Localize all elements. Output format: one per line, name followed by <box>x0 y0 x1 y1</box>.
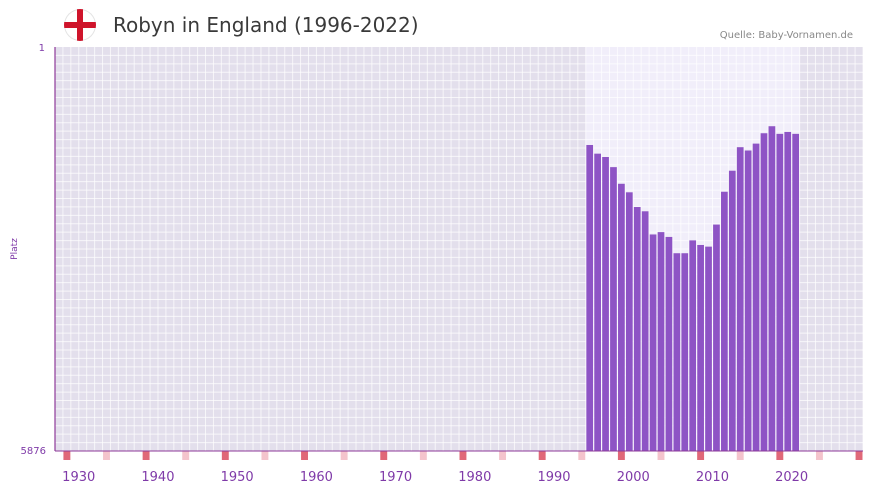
year-marker-1928 <box>63 451 71 460</box>
bar-2003 <box>657 232 665 451</box>
y-tick-label-top: 1 <box>39 43 45 54</box>
bar-1994 <box>586 144 594 451</box>
x-tick-label-2000: 2000 <box>617 470 650 485</box>
bar-2007 <box>689 240 697 451</box>
x-tick-label-1990: 1990 <box>537 470 570 485</box>
bar-2009 <box>705 246 712 451</box>
year-marker-1943 <box>182 451 190 460</box>
bar-2006 <box>681 253 689 451</box>
year-marker-1983 <box>499 451 507 460</box>
bars-group <box>586 126 800 452</box>
bar-2010 <box>713 224 720 451</box>
bar-2013 <box>736 147 744 451</box>
grid-lines <box>55 47 864 451</box>
bar-2008 <box>697 244 704 451</box>
year-marker-1978 <box>459 451 467 460</box>
x-tick-label-1980: 1980 <box>458 470 491 485</box>
flag-cross-vertical <box>77 9 83 41</box>
year-marker-1993 <box>578 451 586 460</box>
source-credit: Quelle: Baby-Vornamen.de <box>719 30 853 41</box>
year-marker-2028 <box>855 451 863 460</box>
x-tick-label-2020: 2020 <box>775 470 808 485</box>
year-marker-1948 <box>221 451 229 460</box>
bar-2017 <box>768 126 776 451</box>
x-tick-label-2010: 2010 <box>696 470 729 485</box>
bar-2002 <box>649 234 657 451</box>
y-axis-label: Platz <box>10 238 20 260</box>
year-marker-1973 <box>419 451 427 460</box>
decade-markers <box>63 451 863 460</box>
x-tick-label-1930: 1930 <box>62 470 95 485</box>
bar-1995 <box>594 153 601 451</box>
bar-2016 <box>760 133 768 451</box>
bar-2019 <box>784 131 792 451</box>
x-tick-label-1970: 1970 <box>379 470 412 485</box>
bar-1997 <box>610 167 617 451</box>
x-tick-label-1960: 1960 <box>300 470 333 485</box>
bar-2018 <box>776 133 784 451</box>
bar-2015 <box>752 143 760 452</box>
bar-2012 <box>728 170 736 451</box>
x-tick-label-1940: 1940 <box>141 470 174 485</box>
x-tick-labels: 1930 1940 1950 1960 1970 1980 1990 2000 2010 2020 <box>62 470 808 485</box>
year-marker-1988 <box>538 451 546 460</box>
bar-2001 <box>641 211 649 451</box>
bar-2011 <box>721 191 728 452</box>
england-flag-icon <box>64 9 96 41</box>
y-tick-label-bottom: 5876 <box>21 446 46 457</box>
year-marker-2008 <box>697 451 705 460</box>
year-marker-1998 <box>617 451 625 460</box>
year-marker-1953 <box>261 451 269 460</box>
bar-2005 <box>673 253 681 451</box>
bar-1996 <box>602 156 609 451</box>
chart-title: Robyn in England (1996-2022) <box>113 13 419 37</box>
bar-2020 <box>792 133 800 451</box>
bar-1998 <box>618 183 625 451</box>
year-marker-1938 <box>142 451 150 460</box>
year-marker-1963 <box>340 451 348 460</box>
year-marker-1958 <box>301 451 308 460</box>
year-marker-2003 <box>657 451 665 460</box>
year-marker-1968 <box>380 451 388 460</box>
bar-2000 <box>633 207 641 451</box>
year-marker-2013 <box>736 451 744 460</box>
bar-2004 <box>665 236 673 451</box>
bar-1999 <box>625 192 633 451</box>
year-marker-2023 <box>815 451 823 460</box>
year-marker-2018 <box>776 451 784 460</box>
bar-2014 <box>744 150 752 451</box>
year-marker-1933 <box>103 451 110 460</box>
x-tick-label-1950: 1950 <box>221 470 254 485</box>
